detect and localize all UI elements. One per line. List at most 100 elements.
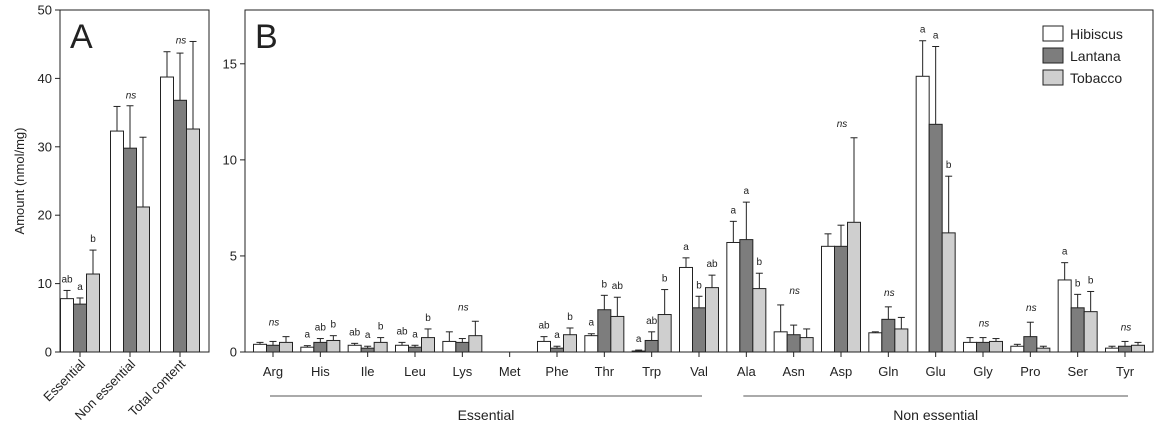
y-tick-label-a: 30 xyxy=(38,139,52,154)
bar xyxy=(657,314,672,353)
bar xyxy=(631,350,646,353)
significance-label: a xyxy=(636,334,642,345)
significance-label: a xyxy=(365,330,371,341)
significance-label: ab xyxy=(646,316,658,327)
bar xyxy=(847,221,861,353)
bar xyxy=(881,318,896,353)
significance-label: ns xyxy=(837,119,848,130)
significance-label: ns xyxy=(126,90,137,101)
y-tick-label-b: 10 xyxy=(223,152,237,167)
bar xyxy=(1023,336,1038,353)
y-tick-label-b: 5 xyxy=(230,248,237,263)
significance-label: ns xyxy=(269,318,280,329)
legend-label: Tobacco xyxy=(1070,70,1122,86)
significance-label: b xyxy=(567,312,573,323)
bar xyxy=(1057,279,1072,353)
significance-label: a xyxy=(412,329,418,340)
bar xyxy=(726,241,741,353)
significance-label: a xyxy=(554,330,560,341)
bar xyxy=(266,344,280,353)
x-tick-label-b: Glu xyxy=(926,364,946,379)
legend-label: Hibiscus xyxy=(1070,26,1123,42)
bar xyxy=(610,315,625,353)
bar xyxy=(326,339,341,353)
x-tick-label-b: Val xyxy=(690,364,708,379)
bar xyxy=(253,343,267,353)
bar xyxy=(313,341,328,353)
legend-label: Lantana xyxy=(1070,48,1121,64)
y-axis-label: Amount (nmol/mg) xyxy=(12,128,27,235)
legend-swatch xyxy=(1042,25,1064,42)
x-tick-label-b: Phe xyxy=(545,364,568,379)
significance-label: ns xyxy=(884,288,895,299)
significance-label: b xyxy=(90,234,96,245)
bar xyxy=(563,334,577,353)
bar xyxy=(60,298,74,353)
y-tick-label-a: 0 xyxy=(45,345,52,360)
bar xyxy=(73,303,87,353)
x-tick-label-b: Leu xyxy=(404,364,426,379)
bar xyxy=(739,239,754,353)
x-tick-label-b: Lys xyxy=(452,364,472,379)
significance-label: a xyxy=(589,318,595,329)
group-label: Essential xyxy=(458,407,515,423)
bar xyxy=(421,337,435,353)
significance-label: ns xyxy=(789,286,800,297)
y-tick-label-b: 15 xyxy=(223,56,237,71)
bar xyxy=(468,335,483,353)
bar xyxy=(1118,345,1132,353)
bar xyxy=(347,344,362,353)
panel-a-letter: A xyxy=(70,18,93,56)
x-tick-label-b: Thr xyxy=(595,364,615,379)
bar xyxy=(1105,347,1119,353)
significance-label: a xyxy=(683,242,689,253)
x-tick-label-a: Essential xyxy=(40,356,88,404)
bar xyxy=(279,341,293,353)
significance-label: ns xyxy=(1121,322,1132,333)
bar xyxy=(799,337,814,353)
y-tick-label-a: 50 xyxy=(38,3,52,18)
bar xyxy=(360,347,375,353)
significance-label: ab xyxy=(612,281,624,292)
x-tick-label-b: Arg xyxy=(263,364,283,379)
significance-label: ns xyxy=(458,302,469,313)
group-label: Non essential xyxy=(893,407,978,423)
bar xyxy=(86,273,100,353)
bar xyxy=(1131,344,1145,353)
bar xyxy=(110,130,124,353)
bar xyxy=(1010,345,1025,353)
bar xyxy=(136,206,150,353)
bar xyxy=(408,346,422,353)
significance-label: b xyxy=(602,279,608,290)
significance-label: ns xyxy=(1026,303,1037,314)
x-tick-label-b: Pro xyxy=(1020,364,1040,379)
y-tick-label-b: 0 xyxy=(230,345,237,360)
bar xyxy=(644,339,659,353)
panel-b-letter: B xyxy=(255,18,278,56)
significance-label: a xyxy=(1062,247,1068,258)
significance-label: b xyxy=(1075,278,1081,289)
bar xyxy=(692,307,706,353)
significance-label: b xyxy=(331,320,337,331)
bar xyxy=(373,341,388,353)
bar xyxy=(679,266,693,353)
significance-label: b xyxy=(1088,275,1094,286)
bar xyxy=(455,341,470,353)
significance-label: b xyxy=(378,322,384,333)
legend-swatch xyxy=(1042,47,1064,64)
bar xyxy=(821,245,835,353)
bar xyxy=(705,287,719,353)
bar xyxy=(786,334,801,353)
x-tick-label-b: Asn xyxy=(782,364,804,379)
significance-label: a xyxy=(731,205,737,216)
bar xyxy=(395,344,409,353)
bar xyxy=(173,99,187,353)
bar xyxy=(989,340,1003,353)
bar xyxy=(186,128,200,353)
x-tick-label-b: Ala xyxy=(737,364,757,379)
significance-label: b xyxy=(662,274,668,285)
